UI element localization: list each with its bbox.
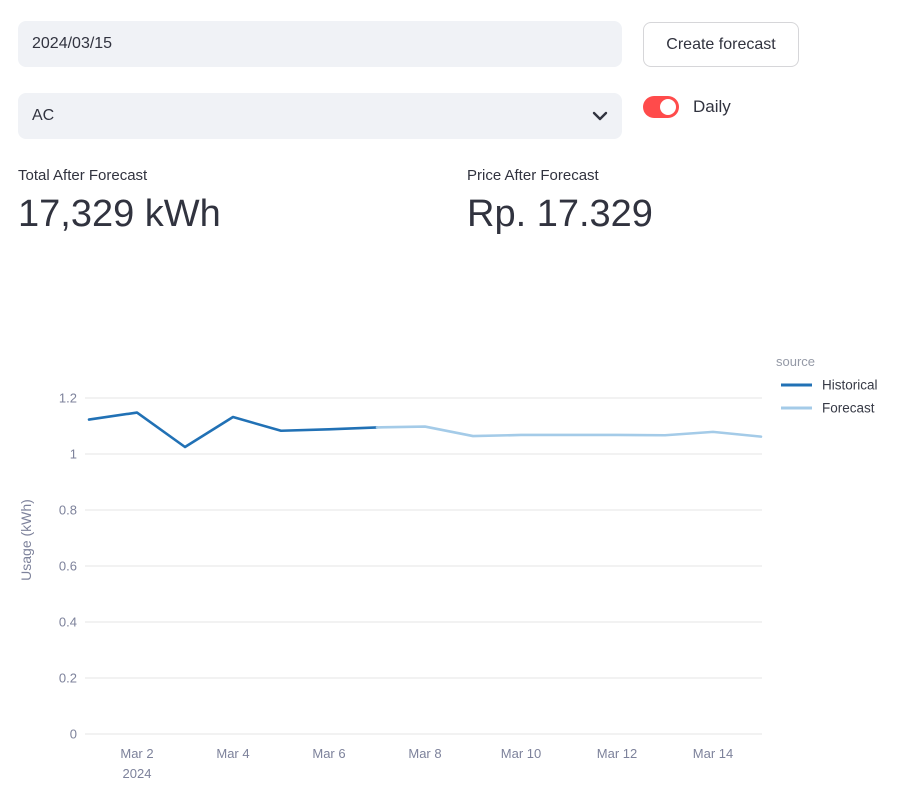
y-tick-label: 1 [70,447,77,462]
series-line-forecast [375,425,763,438]
usage-chart: 0 0.2 0.4 0.6 0.8 1 1.2 Mar 2 Mar 4 Mar 6 Mar 8 Mar… [18,354,878,781]
toggle-track [643,96,679,118]
metric-label: Total After Forecast [18,167,148,184]
create-forecast-button[interactable]: Create forecast [643,22,799,67]
chevron-down-icon [592,111,608,121]
x-tick-label: Mar 8 [408,746,441,761]
x-tick-label: Mar 14 [693,746,733,761]
y-tick-label: 0.4 [59,615,77,630]
legend-label-forecast: Forecast [822,401,875,416]
y-tick-label: 0.2 [59,671,77,686]
toggle-knob [660,99,676,115]
date-input[interactable] [18,21,622,67]
metric-total-after-forecast: Total After Forecast 17,329 kWh [18,167,221,237]
legend-title: source [776,354,815,369]
x-tick-label: Mar 6 [312,746,345,761]
x-axis-year-label: 2024 [123,766,152,781]
metric-value: Rp. 17.329 [467,193,653,235]
device-select[interactable]: AC [18,93,622,139]
usage-chart-container: 0 0.2 0.4 0.6 0.8 1 1.2 Mar 2 Mar 4 Mar 6 Mar 8 Mar… [0,342,922,787]
legend-label-historical: Historical [822,378,878,393]
x-tick-label: Mar 4 [216,746,249,761]
device-select-value: AC [32,107,55,124]
metric-label: Price After Forecast [467,167,599,184]
x-tick-label: Mar 12 [597,746,637,761]
x-tick-label: Mar 2 [120,746,153,761]
metric-value: 17,329 kWh [18,193,221,235]
y-axis-title: Usage (kWh) [18,499,34,581]
daily-toggle[interactable]: Daily [643,96,731,118]
y-tick-label: 0 [70,727,77,742]
y-tick-label: 0.6 [59,559,77,574]
metric-price-after-forecast: Price After Forecast Rp. 17.329 [467,167,653,237]
x-tick-label: Mar 10 [501,746,541,761]
y-tick-label: 1.2 [59,391,77,406]
toggle-label: Daily [693,97,731,116]
y-tick-label: 0.8 [59,503,77,518]
series-line-historical [87,411,379,449]
